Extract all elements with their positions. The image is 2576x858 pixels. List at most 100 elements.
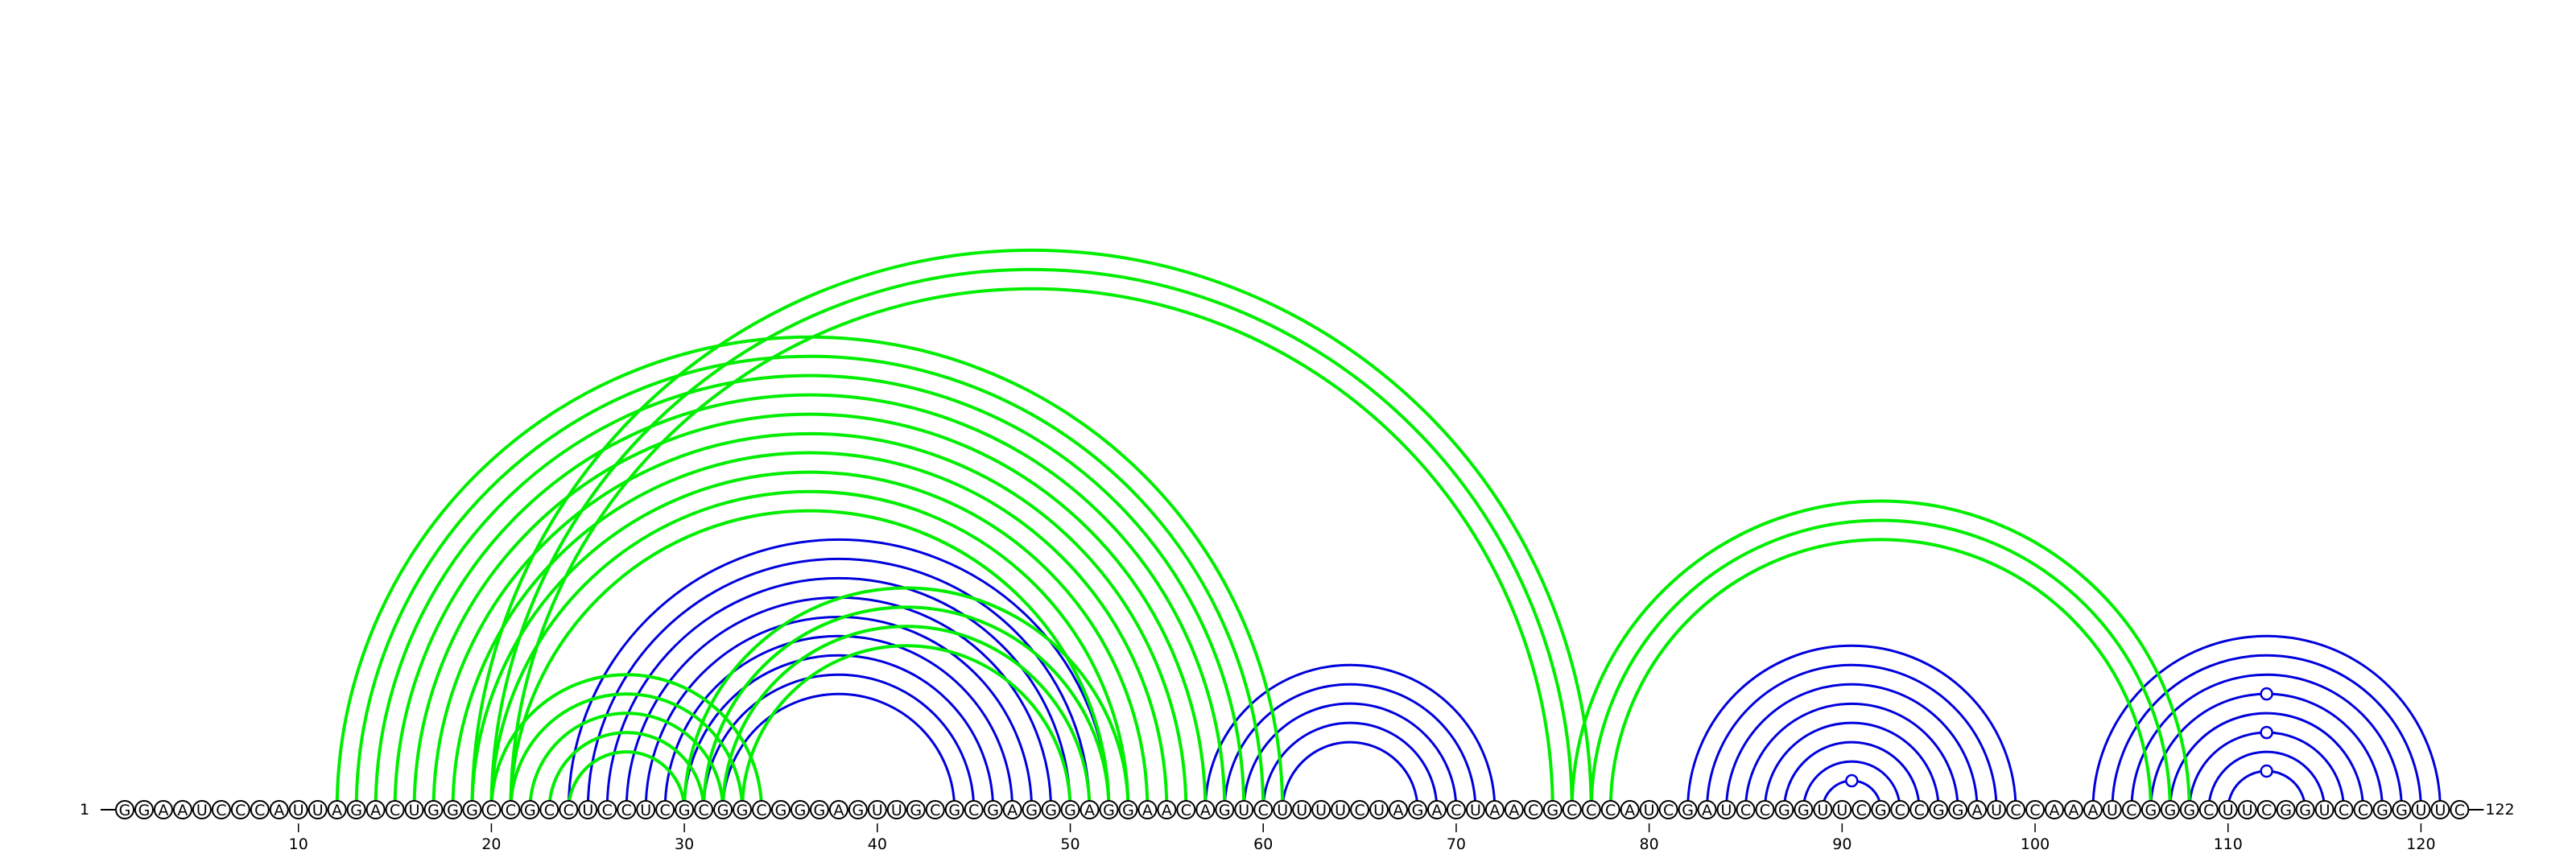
pair-arc-82-99	[1686, 644, 2017, 811]
pseudoknot-arc-20-34	[489, 673, 764, 811]
nucleotide-70: C	[1446, 800, 1466, 819]
nucleotide-circle	[655, 800, 675, 819]
nucleotide-97: A	[1967, 800, 1988, 819]
nucleotide-letter: C	[1354, 802, 1364, 819]
pair-arc-109-115	[2207, 750, 2326, 811]
pair-arc-61-68	[1281, 740, 1419, 811]
nucleotide-29: C	[655, 800, 675, 819]
nucleotide-letter: U	[1817, 802, 1828, 819]
pseudoknot-arc-33-50	[741, 644, 1072, 811]
nucleotide-78: C	[1600, 800, 1620, 819]
nucleotide-circle	[1736, 800, 1756, 819]
nucleotide-circle	[867, 800, 887, 819]
nucleotide-circle	[1426, 800, 1447, 819]
nucleotide-circle	[211, 800, 231, 819]
pseudoknot-arc-32-51	[721, 625, 1092, 811]
nucleotide-letter: A	[1431, 802, 1442, 819]
nucleotide-21: C	[501, 800, 521, 819]
nucleotide-99: C	[2006, 800, 2026, 819]
nucleotide-circle	[443, 800, 463, 819]
pseudoknot-arc-23-31	[547, 731, 706, 811]
nucleotide-56: C	[1176, 800, 1196, 819]
nucleotide-19: G	[462, 800, 482, 819]
pseudoknot-arc-20-76	[489, 267, 1574, 811]
pseudoknot-arc-24-30	[567, 750, 687, 811]
nucleotide-circle	[675, 800, 695, 819]
nucleotide-circle	[501, 800, 521, 819]
nucleotide-122: C	[2450, 800, 2470, 819]
nucleotide-letter: U	[1644, 802, 1655, 819]
nucleotide-circle	[2025, 800, 2046, 819]
nucleotide-circle	[1157, 800, 1177, 819]
nucleotide-letter: G	[1103, 802, 1115, 819]
nucleotide-circle	[404, 800, 424, 819]
pair-arc-60-69	[1261, 721, 1439, 811]
nucleotide-39: G	[848, 800, 868, 819]
nucleotide-26: C	[597, 800, 617, 819]
nucleotide-letter: G	[1875, 802, 1887, 819]
nucleotide-letter: G	[1122, 802, 1134, 819]
nucleotide-letter: G	[2299, 802, 2311, 819]
nucleotide-72: A	[1484, 800, 1505, 819]
nucleotide-letter: A	[1162, 802, 1172, 819]
nucleotide-75: G	[1542, 800, 1563, 819]
nucleotide-letter: U	[1991, 802, 2002, 819]
nucleotide-letter: C	[564, 802, 574, 819]
nucleotide-circle	[906, 800, 926, 819]
nucleotide-letter: C	[2339, 802, 2349, 819]
tick-label-60: 60	[1253, 835, 1273, 853]
nucleotide-49: G	[1041, 800, 1061, 819]
nucleotide-letter: C	[1586, 802, 1596, 819]
nucleotide-30: G	[675, 800, 695, 819]
nucleotide-letter: C	[1528, 802, 1538, 819]
nucleotide-45: C	[964, 800, 984, 819]
nucleotide-letter: C	[1760, 802, 1770, 819]
tick-label-50: 50	[1060, 835, 1080, 853]
nucleotide-circle	[2372, 800, 2392, 819]
pair-arc-86-95	[1763, 721, 1940, 811]
nucleotide-circle	[1716, 800, 1736, 819]
nucleotide-5: U	[192, 800, 212, 819]
nucleotide-letter: G	[910, 802, 922, 819]
nucleotide-circle	[809, 800, 829, 819]
tick-label-120: 120	[2406, 835, 2435, 853]
nucleotide-letter: U	[2415, 802, 2426, 819]
nucleotide-circle	[944, 800, 964, 819]
nucleotide-circle	[288, 800, 308, 819]
nucleotide-96: G	[1948, 800, 1968, 819]
nucleotide-letter: C	[1895, 802, 1905, 819]
nucleotide-circle	[462, 800, 482, 819]
nucleotide-letter: C	[2358, 802, 2368, 819]
nucleotide-letter: G	[717, 802, 729, 819]
nucleotide-circle	[2083, 800, 2103, 819]
pair-arc-105-119	[2130, 673, 2403, 811]
pair-arc-88-93	[1802, 760, 1901, 811]
nucleotide-circle	[2411, 800, 2431, 819]
nucleotide-circle	[1446, 800, 1466, 819]
tick-label-90: 90	[1832, 835, 1852, 853]
nucleotide-letter: C	[1914, 802, 1925, 819]
nucleotide-32: G	[713, 800, 733, 819]
nucleotide-circle	[481, 800, 502, 819]
pair-arc-27-49	[625, 596, 1053, 811]
nucleotide-letter: G	[1952, 802, 1964, 819]
pair-arc-24-52	[567, 538, 1110, 811]
pair-arc-103-121	[2091, 634, 2442, 811]
nucleotide-letter: G	[737, 802, 749, 819]
tick-label-70: 70	[1447, 835, 1466, 853]
nucleotide-11: U	[308, 800, 328, 819]
nucleotide-circle	[1600, 800, 1620, 819]
nucleotide-letter: A	[370, 802, 381, 819]
nucleotide-circle	[1678, 800, 1698, 819]
nucleotide-circle	[1929, 800, 1949, 819]
nucleotide-letter: G	[524, 802, 536, 819]
nucleotide-circle	[2314, 800, 2334, 819]
nucleotide-58: G	[1215, 800, 1235, 819]
nucleotide-109: C	[2198, 800, 2219, 819]
nucleotide-circle	[1658, 800, 1678, 819]
nucleotide-110: U	[2218, 800, 2238, 819]
ticks-layer: 10 20 30 40 50 60 70 80 90 100 110 120	[289, 823, 2436, 853]
nucleotide-circle	[1697, 800, 1717, 819]
markers-layer	[1845, 687, 2273, 788]
nucleotide-letter: C	[2010, 802, 2021, 819]
